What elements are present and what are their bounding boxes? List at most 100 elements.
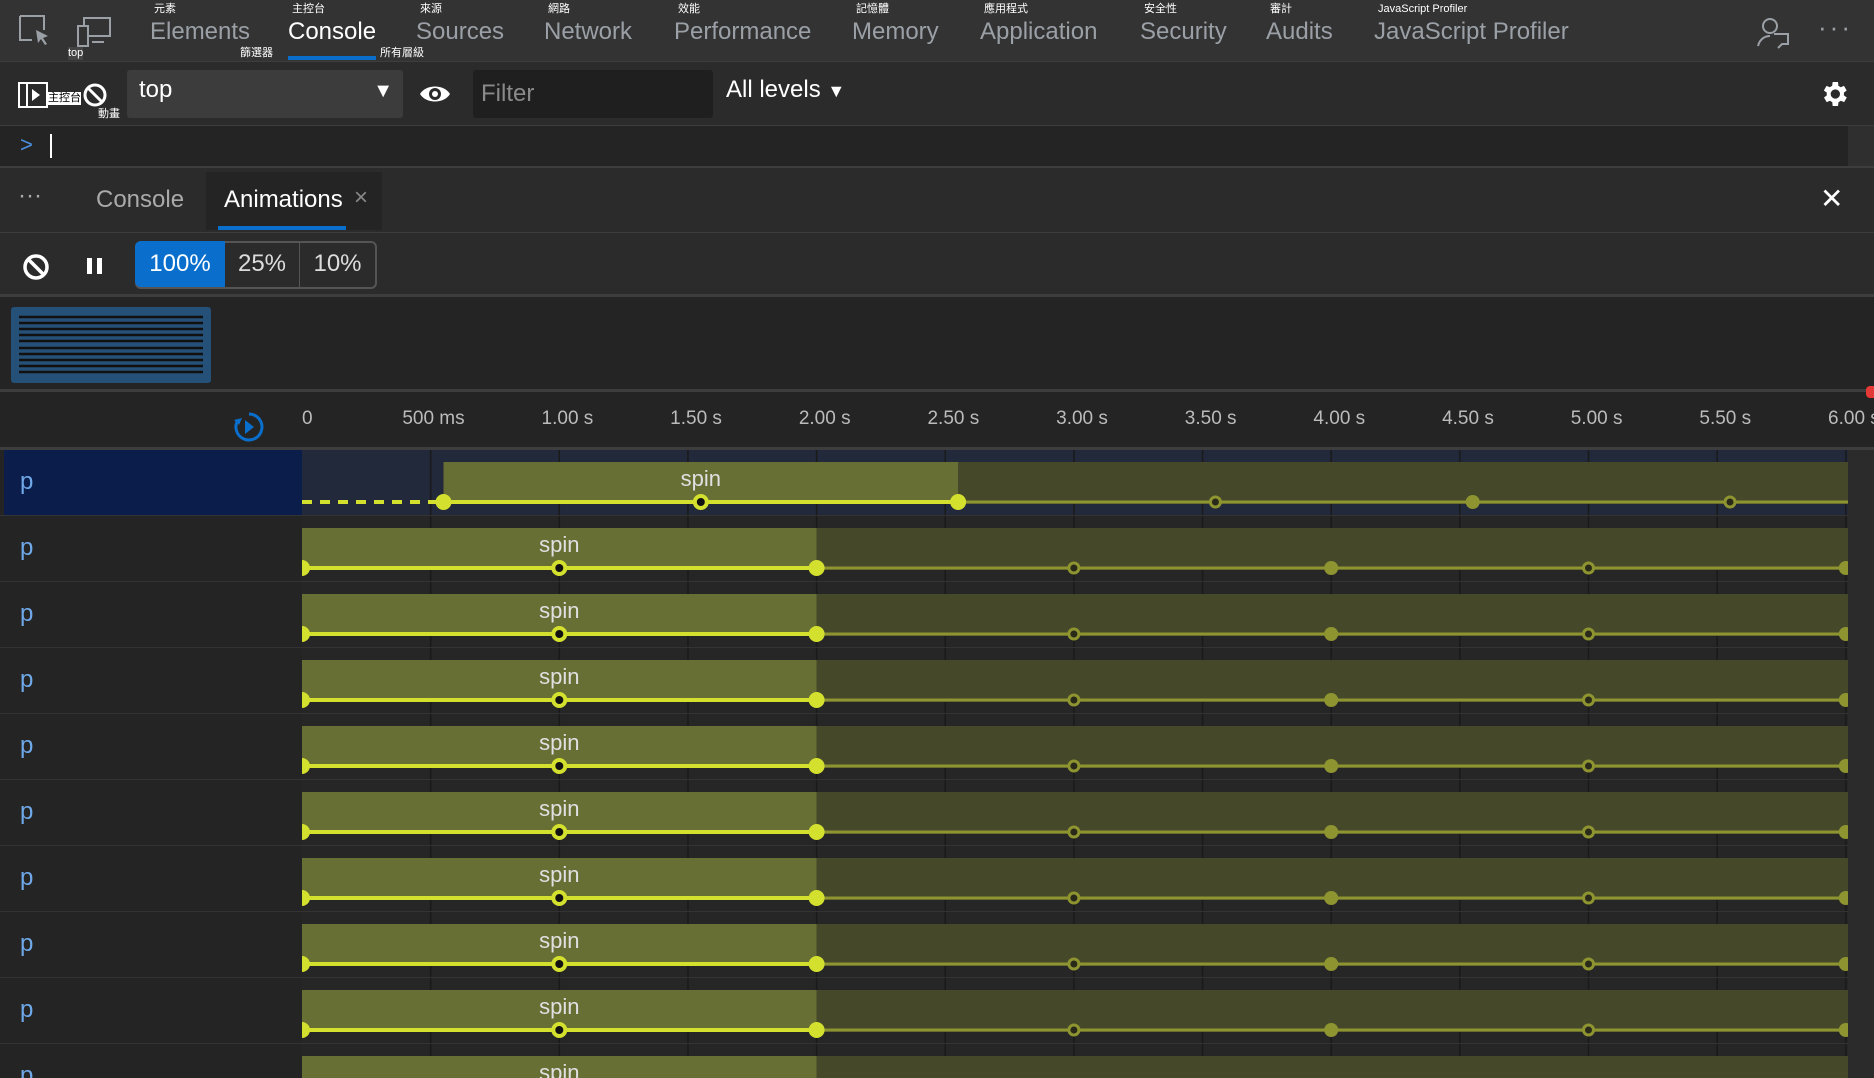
filter-input[interactable]: Filter xyxy=(473,70,713,118)
tab-performance[interactable]: Performance xyxy=(674,18,812,45)
keyframe-marker xyxy=(551,1022,568,1038)
keyframe-end-handle[interactable] xyxy=(808,1022,825,1038)
show-sidebar-icon[interactable] xyxy=(18,82,48,108)
animation-row[interactable]: p spin xyxy=(0,978,1874,1044)
eye-icon[interactable] xyxy=(418,82,452,106)
iteration-keyframe xyxy=(1067,693,1081,707)
animation-node-label[interactable]: p xyxy=(4,846,302,911)
clear-console-icon[interactable] xyxy=(82,82,108,108)
close-tab-icon[interactable]: × xyxy=(354,184,369,211)
animation-node-label[interactable]: p xyxy=(4,450,302,515)
keyframe-end-handle[interactable] xyxy=(808,626,825,642)
keyframe-end-handle[interactable] xyxy=(808,758,825,774)
keyframe-end-handle[interactable] xyxy=(808,560,825,576)
rows-scrollbar[interactable] xyxy=(1848,450,1874,1078)
iteration-bar xyxy=(816,1056,1872,1078)
animation-node-label[interactable]: p xyxy=(4,912,302,977)
tab-console[interactable]: Console xyxy=(288,18,377,45)
context-select[interactable]: top ▼ xyxy=(127,70,403,118)
keyframe-end-handle[interactable] xyxy=(808,824,825,840)
animation-name: spin xyxy=(539,862,579,887)
animation-row[interactable]: p spin xyxy=(0,450,1874,516)
keyframe-start-handle[interactable] xyxy=(302,956,310,972)
drawer-more-icon[interactable]: ··· xyxy=(18,182,42,209)
iteration-keyframe xyxy=(1324,627,1339,641)
animation-row[interactable]: p spin xyxy=(0,582,1874,648)
keyframe-start-handle[interactable] xyxy=(302,626,310,642)
animation-track: spin xyxy=(302,846,1872,911)
keyframe-end-handle[interactable] xyxy=(950,494,967,510)
scrollbar[interactable] xyxy=(1848,126,1874,166)
iteration-bar xyxy=(816,726,1872,768)
console-toolbar: 主控台 動畫 top ▼ Filter All levels ▼ xyxy=(0,62,1874,126)
animation-node-label[interactable]: p xyxy=(4,1044,302,1078)
sidebar-hint: 主控台 xyxy=(48,92,81,105)
group-preview-lines xyxy=(19,315,203,374)
keyframe-start-handle[interactable] xyxy=(302,560,310,576)
tab-elements[interactable]: Elements xyxy=(150,18,251,45)
animation-name: spin xyxy=(539,928,579,953)
speed-100-button[interactable]: 100% xyxy=(135,241,225,287)
animation-row[interactable]: p spin xyxy=(0,912,1874,978)
speed-10-button[interactable]: 10% xyxy=(313,250,362,277)
keyframe-marker xyxy=(692,494,709,510)
speed-25-button[interactable]: 25% xyxy=(225,241,300,287)
animation-node-label[interactable]: p xyxy=(4,978,302,1043)
tab-hint: 記憶體 xyxy=(856,3,889,15)
active-tab-underline xyxy=(218,226,346,230)
keyframe-start-handle[interactable] xyxy=(302,824,310,840)
tab-network[interactable]: Network xyxy=(544,18,633,45)
keyframe-start-handle[interactable] xyxy=(435,494,452,510)
animation-name: spin xyxy=(539,730,579,755)
animation-name: spin xyxy=(539,796,579,821)
animation-name: spin xyxy=(539,664,579,689)
tab-javascript-profiler[interactable]: JavaScript Profiler xyxy=(1374,18,1569,45)
time-tick-label: 3.00 s xyxy=(1056,408,1108,429)
animation-node-label[interactable]: p xyxy=(4,582,302,647)
animation-node-label[interactable]: p xyxy=(4,780,302,845)
feedback-icon[interactable] xyxy=(1756,14,1792,50)
iteration-keyframe xyxy=(1067,891,1081,905)
pause-icon[interactable] xyxy=(84,255,108,279)
animation-bar xyxy=(302,1056,817,1078)
scrubber-handle[interactable] xyxy=(1866,386,1874,398)
animation-name: spin xyxy=(539,598,579,623)
animation-row[interactable]: p spin xyxy=(0,846,1874,912)
replay-icon[interactable] xyxy=(232,410,266,444)
animation-row[interactable]: p spin xyxy=(0,648,1874,714)
animation-row[interactable]: p spin xyxy=(0,516,1874,582)
tab-audits[interactable]: Audits xyxy=(1266,18,1333,45)
device-toolbar-icon[interactable] xyxy=(76,14,112,48)
node-name: p xyxy=(20,732,34,759)
animation-node-label[interactable]: p xyxy=(4,714,302,779)
more-options-icon[interactable]: ··· xyxy=(1818,12,1853,42)
drawer-tab-animations[interactable]: Animations × xyxy=(206,172,382,230)
animation-row[interactable]: p spin xyxy=(0,714,1874,780)
keyframe-end-handle[interactable] xyxy=(808,692,825,708)
tab-hint: 來源 xyxy=(420,3,442,15)
keyframe-start-handle[interactable] xyxy=(302,692,310,708)
animation-node-label[interactable]: p xyxy=(4,648,302,713)
clear-animations-icon[interactable] xyxy=(22,253,50,281)
tab-memory[interactable]: Memory xyxy=(852,18,939,45)
close-drawer-icon[interactable]: ✕ xyxy=(1820,183,1844,214)
iteration-bar xyxy=(816,924,1872,966)
keyframe-end-handle[interactable] xyxy=(808,890,825,906)
tab-security[interactable]: Security xyxy=(1140,18,1227,45)
keyframe-end-handle[interactable] xyxy=(808,956,825,972)
tab-application[interactable]: Application xyxy=(980,18,1098,45)
animation-rows: p spin p spin p spin p spin p spin p spin p spin p spin… xyxy=(0,450,1874,1078)
keyframe-start-handle[interactable] xyxy=(302,1022,310,1038)
keyframe-start-handle[interactable] xyxy=(302,890,310,906)
tab-sources[interactable]: Sources xyxy=(416,18,505,45)
animation-row[interactable]: p spin xyxy=(0,780,1874,846)
gear-icon[interactable] xyxy=(1818,78,1850,110)
animation-row[interactable]: p spin xyxy=(0,1044,1874,1078)
animation-group-thumbnail[interactable] xyxy=(11,307,211,383)
log-levels-dropdown[interactable]: All levels ▼ xyxy=(726,76,845,104)
drawer-tab-console[interactable]: Console xyxy=(96,186,185,213)
animation-node-label[interactable]: p xyxy=(4,516,302,581)
keyframe-start-handle[interactable] xyxy=(302,758,310,774)
inspect-element-icon[interactable] xyxy=(18,14,52,48)
console-prompt[interactable]: > xyxy=(0,126,1874,168)
